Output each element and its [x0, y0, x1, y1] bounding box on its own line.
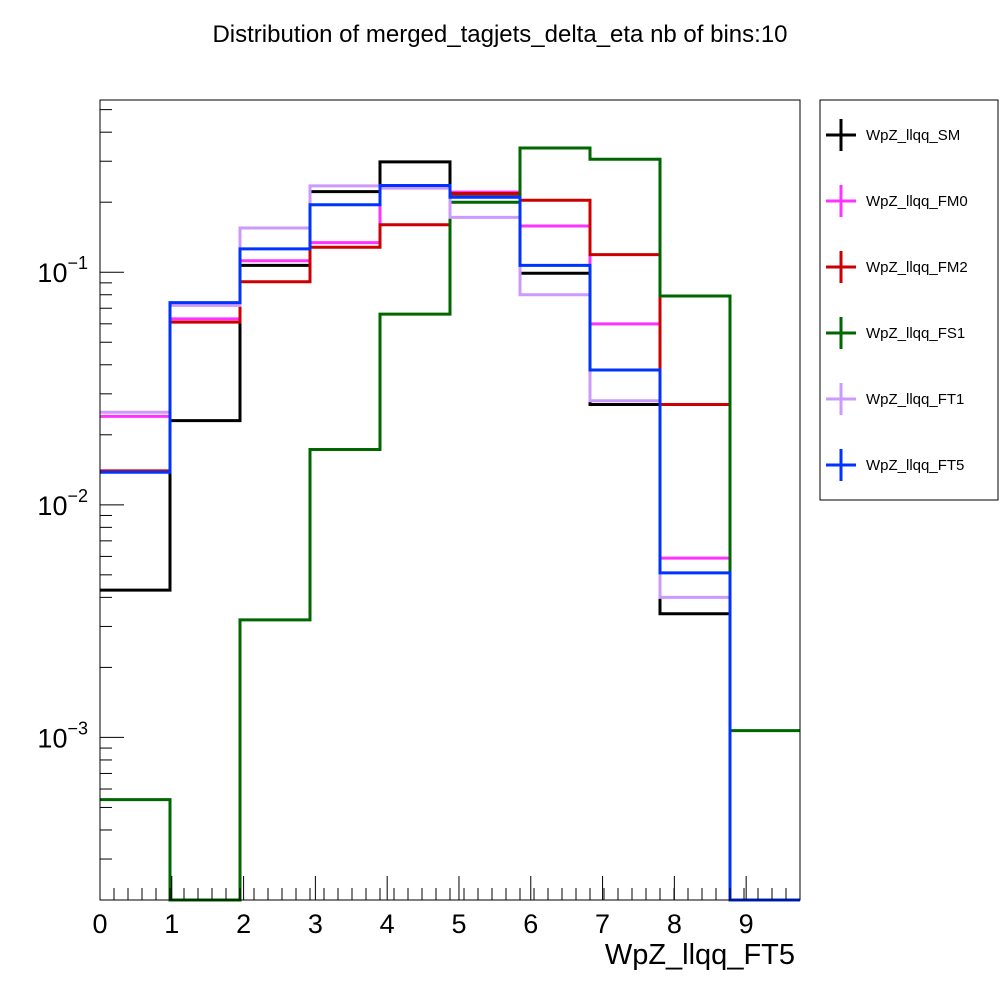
x-tick-label: 7: [595, 909, 610, 939]
x-tick-label: 2: [236, 909, 251, 939]
legend-label: WpZ_llqq_FS1: [866, 325, 965, 342]
legend-label: WpZ_llqq_FM0: [866, 193, 968, 210]
x-tick-label: 8: [667, 909, 682, 939]
x-axis-label: WpZ_llqq_FT5: [605, 939, 795, 971]
legend-frame: [819, 99, 999, 501]
x-tick-label: 9: [739, 909, 754, 939]
legend-label: WpZ_llqq_FT1: [866, 391, 964, 408]
legend-label: WpZ_llqq_FM2: [866, 259, 968, 276]
chart-title: Distribution of merged_tagjets_delta_eta…: [212, 21, 787, 48]
y-tick-label: 10−2: [37, 486, 88, 521]
plot-frame: [99, 99, 801, 901]
y-ticks: 10−1 10−2 10−3: [37, 109, 124, 901]
x-tick-label: 3: [308, 909, 323, 939]
legend: WpZ_llqq_SM WpZ_llqq_FM0 WpZ_llqq_FM2 WpZ_l…: [819, 99, 999, 501]
legend-label: WpZ_llqq_SM: [866, 127, 960, 144]
x-tick-label: 5: [451, 909, 466, 939]
x-tick-label: 1: [164, 909, 179, 939]
x-tick-label: 4: [380, 909, 395, 939]
series-line-WpZ_llqq_FT5: [100, 183, 800, 902]
series-line-WpZ_llqq_FS1: [100, 146, 800, 902]
y-tick-label: 10−1: [37, 253, 88, 288]
legend-label: WpZ_llqq_FT5: [866, 457, 964, 474]
x-tick-label: 0: [92, 909, 107, 939]
y-tick-label: 10−3: [37, 718, 88, 753]
x-tick-label: 6: [523, 909, 538, 939]
series-layer: [100, 146, 800, 902]
